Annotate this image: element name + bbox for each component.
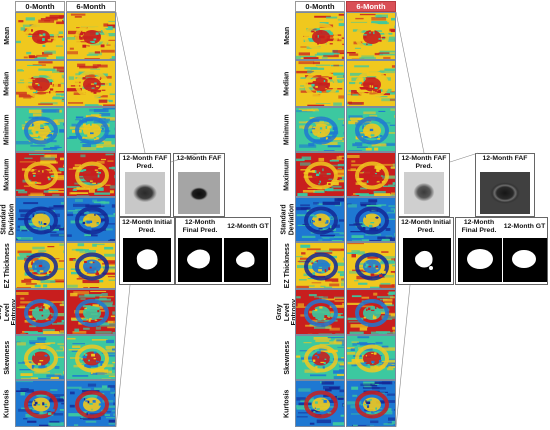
left-initial-pred-mask: [123, 238, 171, 282]
left-faf-pred-image: [125, 172, 165, 214]
left-gt-mask: [224, 238, 268, 282]
right-gt-mask: [503, 238, 547, 282]
left-tile-r0-c0: [15, 12, 65, 60]
right-tile-r3-c0: [295, 152, 345, 197]
right-tile-r1-c0: [295, 60, 345, 107]
left-tile-r3-c0: [15, 152, 65, 197]
left-tile-r6-c1: [66, 289, 116, 335]
right-tile-r7-c0: [295, 335, 345, 380]
right-tile-r6-c1: [346, 289, 396, 335]
left-tile-r5-c0: [15, 242, 65, 289]
left-faf-image: [178, 172, 220, 214]
right-header-6month: 6-Month: [346, 1, 396, 12]
right-tile-r7-c1: [346, 335, 396, 380]
right-final-pred-caption: 12-Month Final Pred.: [461, 219, 497, 234]
left-tile-r3-c1: [66, 152, 116, 197]
left-tile-r1-c1: [66, 60, 116, 107]
right-initial-pred-mask: [403, 238, 451, 282]
left-tile-r0-c1: [66, 12, 116, 60]
left-tile-r2-c1: [66, 107, 116, 152]
right-tile-r3-c1: [346, 152, 396, 197]
left-tile-r5-c1: [66, 242, 116, 289]
left-faf-pred-caption: 12-Month FAF Pred.: [122, 155, 168, 170]
left-tile-r8-c1: [66, 380, 116, 427]
right-tile-r0-c0: [295, 12, 345, 60]
left-tile-r2-c0: [15, 107, 65, 152]
left-tile-r7-c0: [15, 335, 65, 380]
right-tile-r0-c1: [346, 12, 396, 60]
left-tile-r7-c1: [66, 335, 116, 380]
right-tile-r5-c1: [346, 242, 396, 289]
right-faf-image: [480, 172, 530, 214]
left-initial-pred-caption: 12-Month Initial Pred.: [122, 219, 172, 234]
right-tile-r5-c0: [295, 242, 345, 289]
right-faf-caption: 12-Month FAF: [482, 155, 528, 162]
right-faf-pred-image: [404, 172, 444, 214]
left-header-0month: 0-Month: [15, 1, 65, 12]
right-tile-r4-c0: [295, 197, 345, 242]
left-gt-caption: 12-Month GT: [227, 223, 269, 230]
right-header-0month: 0-Month: [295, 1, 345, 12]
right-faf-pred-caption: 12-Month FAF Pred.: [401, 155, 447, 170]
left-tile-r4-c1: [66, 197, 116, 242]
left-tile-r6-c0: [15, 289, 65, 335]
left-tile-r4-c0: [15, 197, 65, 242]
right-tile-r2-c1: [346, 107, 396, 152]
right-tile-r4-c1: [346, 197, 396, 242]
left-faf-caption: 12-Month FAF: [176, 155, 222, 162]
right-tile-r8-c0: [295, 380, 345, 427]
right-tile-r2-c0: [295, 107, 345, 152]
left-tile-r8-c0: [15, 380, 65, 427]
right-final-pred-mask: [458, 238, 502, 282]
right-gt-caption: 12-Month GT: [503, 223, 546, 230]
left-tile-r1-c0: [15, 60, 65, 107]
left-final-pred-caption: 12-Month Final Pred.: [182, 219, 218, 234]
left-final-pred-mask: [178, 238, 222, 282]
right-initial-pred-caption: 12-Month Initial Pred.: [401, 219, 451, 234]
right-tile-r8-c1: [346, 380, 396, 427]
left-header-6month: 6-Month: [66, 1, 116, 12]
right-tile-r1-c1: [346, 60, 396, 107]
right-tile-r6-c0: [295, 289, 345, 335]
